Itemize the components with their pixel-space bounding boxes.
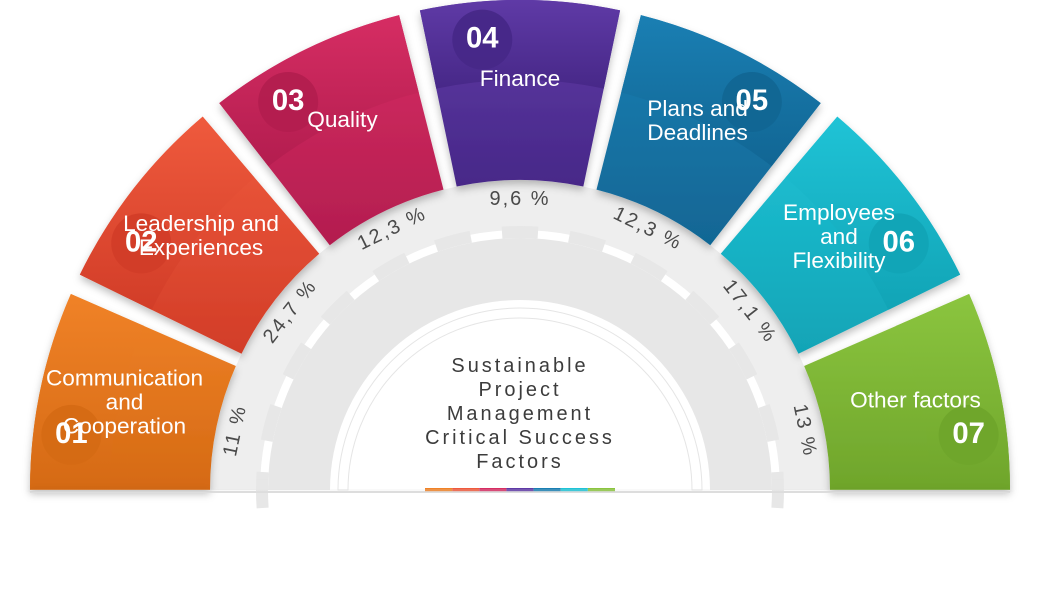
segment-label-07: Other factors — [850, 570, 981, 595]
segment-percent-04: 9,6 % — [490, 188, 551, 210]
segment-label-03: Quality — [307, 107, 378, 132]
segment-number-07: 07 — [952, 418, 985, 450]
reflection: 01CommunicationandCooperation11 %02Leade… — [24, 474, 1016, 598]
segment-label-05: Plans andDeadlines — [647, 96, 748, 145]
segment-number-07: 07 — [952, 532, 985, 564]
infographic-root: { "chart": { "type": "semi-donut-infogra… — [0, 0, 1041, 598]
baseline — [30, 489, 1010, 491]
segment-label-07: Other factors — [850, 387, 981, 412]
segment-number-04: 04 — [466, 23, 499, 55]
segment-number-03: 03 — [272, 85, 305, 117]
segment-number-06: 06 — [882, 226, 915, 258]
segment-label-02: Leadership andExperiences — [123, 211, 279, 260]
segment-label-04: Finance — [480, 66, 560, 91]
semi-donut-chart: 01CommunicationandCooperation11 %02Leade… — [0, 0, 1041, 598]
